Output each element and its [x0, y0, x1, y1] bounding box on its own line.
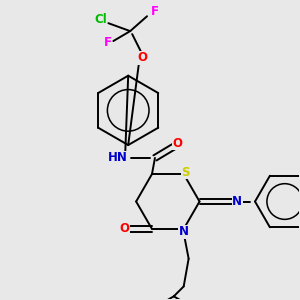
Text: F: F	[151, 5, 159, 18]
Text: N: N	[232, 195, 242, 208]
Text: HN: HN	[108, 152, 128, 164]
Text: S: S	[182, 166, 190, 178]
Text: O: O	[119, 223, 129, 236]
Text: O: O	[137, 51, 147, 64]
Text: O: O	[173, 136, 183, 150]
Text: F: F	[103, 37, 111, 50]
Text: Cl: Cl	[94, 13, 107, 26]
Text: N: N	[179, 225, 189, 239]
